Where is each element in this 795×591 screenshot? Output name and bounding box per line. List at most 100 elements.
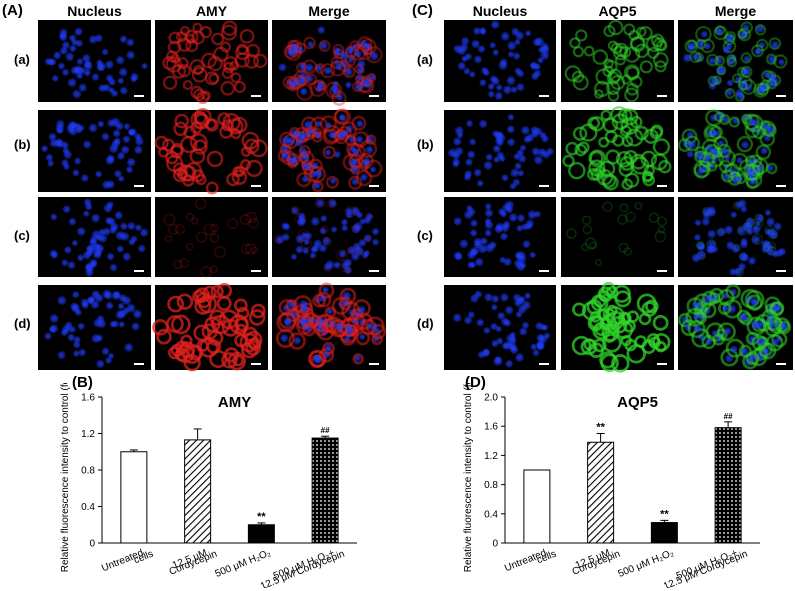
cell-nucleus [303, 120, 313, 130]
cell-nucleus [354, 246, 365, 257]
column-header-aqp5: AQP5 [598, 3, 637, 19]
cell-nucleus [131, 321, 141, 331]
cell-stain [191, 217, 199, 225]
cell-nucleus [83, 61, 94, 72]
cell-stain [320, 63, 336, 79]
cell-stain [222, 113, 241, 132]
cell-stain [210, 284, 224, 299]
cell-nucleus [350, 164, 360, 175]
cell-nucleus [119, 86, 129, 95]
cell-nucleus [475, 318, 485, 327]
cell-nucleus [43, 332, 53, 341]
cell-stain [652, 52, 669, 68]
cell-stain [575, 29, 588, 42]
cell-stain [709, 125, 724, 140]
cell-nucleus [323, 66, 333, 76]
cell-stain [706, 160, 718, 172]
cell-stain [598, 136, 610, 148]
cell-nucleus [727, 58, 735, 67]
significance-label: ** [660, 508, 669, 520]
cell-nucleus [345, 45, 355, 56]
cell-stain [767, 228, 778, 240]
cell-nucleus [345, 211, 353, 219]
cell-stain [598, 160, 616, 177]
cell-stain [195, 174, 207, 186]
cell-nucleus [488, 240, 498, 250]
cell-stain [221, 352, 238, 369]
cell-nucleus [298, 61, 308, 72]
cell-stain [206, 150, 224, 168]
cell-stain [614, 54, 626, 66]
cell-nucleus [772, 304, 780, 313]
cell-nucleus [363, 233, 373, 243]
cell-nucleus [495, 325, 503, 333]
cell-stain [720, 169, 735, 183]
cell-nucleus [738, 312, 748, 322]
cell-nucleus [88, 123, 98, 133]
cell-nucleus [133, 145, 143, 155]
cell-nucleus [299, 147, 308, 156]
panel-letter-a: (A) [2, 2, 23, 19]
cell-nucleus [743, 55, 751, 63]
cell-nucleus [126, 38, 135, 47]
cell-stain [731, 73, 742, 84]
cell-nucleus [116, 151, 126, 161]
cell-nucleus [62, 149, 73, 160]
cell-stain [611, 354, 630, 373]
cell-nucleus [109, 320, 117, 328]
cell-stain [754, 213, 764, 223]
cell-nucleus [307, 127, 315, 135]
cell-stain [352, 299, 371, 318]
cell-stain [719, 114, 731, 126]
cell-nucleus [686, 43, 695, 52]
cell-stain [720, 348, 739, 367]
cell-nucleus [97, 120, 105, 128]
cell-nucleus [368, 73, 377, 82]
cell-nucleus [98, 233, 108, 244]
cell-stain [638, 312, 652, 326]
cell-stain [619, 203, 629, 213]
cell-nucleus [780, 321, 788, 329]
cell-nucleus [312, 129, 321, 138]
cell-stain [245, 159, 263, 177]
cell-nucleus [77, 322, 86, 331]
cell-stain [657, 226, 666, 234]
cell-stain [305, 126, 318, 138]
cell-stain [359, 139, 378, 158]
scale-bar [539, 270, 549, 272]
cell-stain [213, 245, 227, 259]
scale-bar [251, 95, 261, 97]
cell-nucleus [104, 356, 113, 365]
cell-nucleus [506, 137, 516, 147]
cell-stain [205, 181, 219, 195]
cell-stain [733, 243, 741, 252]
cell-nucleus [502, 84, 513, 95]
cell-nucleus [325, 121, 333, 129]
cell-stain [156, 328, 172, 345]
cell-stain [345, 134, 357, 147]
cell-nucleus [708, 147, 718, 156]
cell-stain [205, 118, 219, 132]
cell-nucleus [764, 240, 772, 249]
cell-nucleus [351, 157, 359, 166]
cell-nucleus [452, 312, 463, 323]
cell-nucleus [316, 80, 325, 89]
cell-nucleus [50, 213, 58, 221]
cell-stain [634, 202, 643, 210]
cell-nucleus [701, 217, 711, 227]
row-label: (d) [14, 316, 31, 331]
y-tick-label: 0.8 [484, 480, 498, 491]
cell-stain [732, 201, 742, 210]
cell-nucleus [62, 204, 71, 214]
cell-nucleus [519, 261, 527, 269]
cell-nucleus [137, 244, 146, 253]
cell-nucleus [479, 78, 487, 87]
cell-stain [773, 54, 788, 69]
significance-label: ** [596, 422, 605, 434]
cell-stain [185, 161, 203, 179]
cell-stain [211, 32, 225, 46]
cell-nucleus [123, 122, 131, 131]
y-axis-label: Relative fluorescence intensity to contr… [463, 383, 474, 572]
cell-stain [728, 116, 741, 128]
scale-bar [134, 95, 144, 97]
